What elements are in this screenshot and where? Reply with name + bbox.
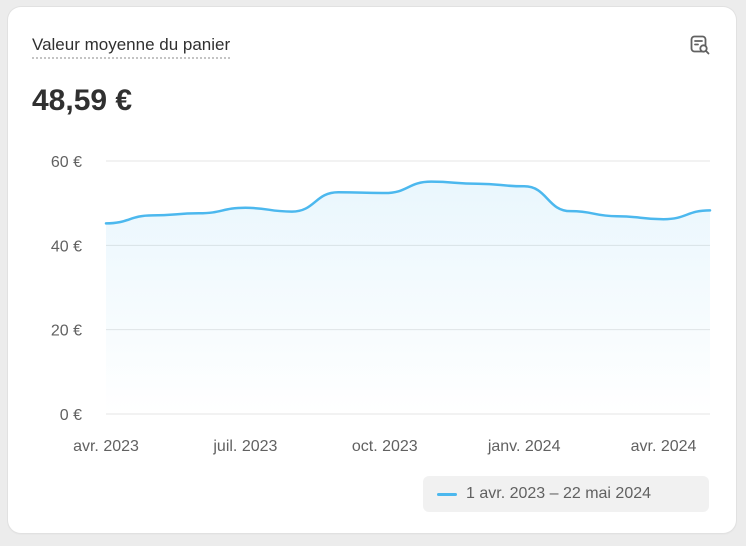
kpi-value: 48,59 € xyxy=(32,84,133,117)
card-title[interactable]: Valeur moyenne du panier xyxy=(32,35,231,59)
legend-swatch xyxy=(437,492,457,496)
x-tick-label: avr. 2023 xyxy=(73,438,139,455)
x-tick-label: avr. 2024 xyxy=(631,438,697,455)
legend-item[interactable]: 1 avr. 2023 – 22 mai 2024 xyxy=(423,476,709,512)
y-tick-label: 20 € xyxy=(51,323,82,340)
search-report-icon[interactable] xyxy=(688,33,712,57)
x-tick-label: janv. 2024 xyxy=(487,438,561,455)
series-area xyxy=(106,181,710,414)
chart-card: Valeur moyenne du panier 48,59 € 0 € 20 €… xyxy=(8,7,736,533)
legend-label: 1 avr. 2023 – 22 mai 2024 xyxy=(466,485,652,502)
y-tick-label: 60 € xyxy=(51,154,82,171)
series-line xyxy=(104,180,712,225)
line-chart: 0 € 20 € 40 € 60 € avr. 2023 juil. 2023 oct. 2… xyxy=(51,154,712,455)
x-tick-label: juil. 2023 xyxy=(212,438,277,455)
x-tick-label: oct. 2023 xyxy=(352,438,418,455)
y-tick-label: 40 € xyxy=(51,238,82,255)
y-tick-label: 0 € xyxy=(60,407,82,424)
